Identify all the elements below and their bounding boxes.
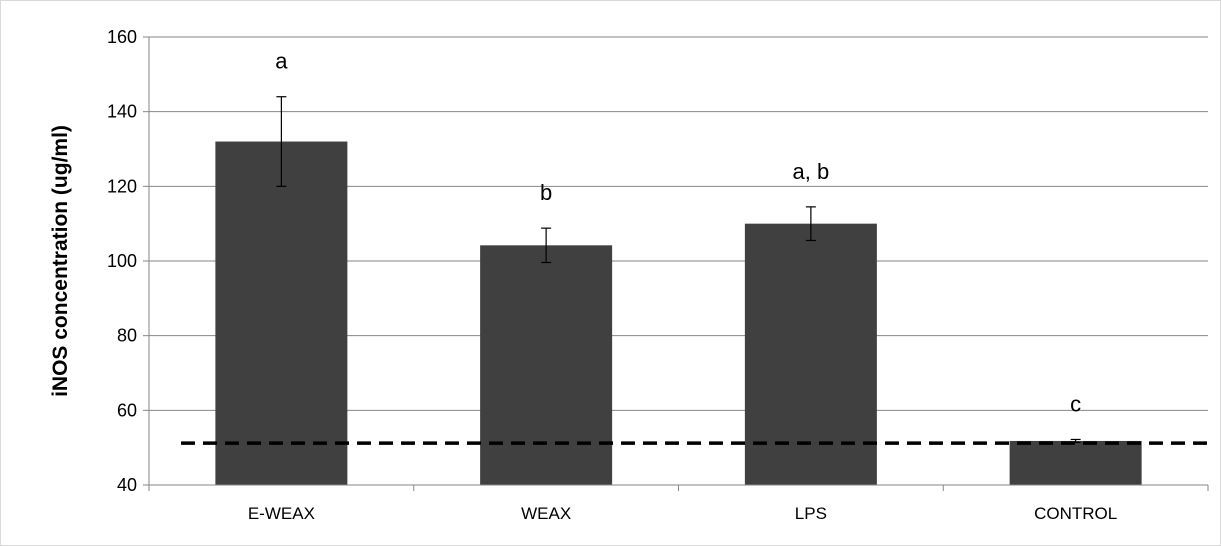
bar	[1009, 440, 1142, 485]
labels: 40 60 80 100 120 140 160 E-WEAX a WEAX b LPS a, b CON…	[107, 27, 1117, 523]
error-bars	[276, 96, 1081, 444]
significance-label: a	[275, 49, 288, 74]
axes	[143, 36, 1209, 491]
y-tick-label: 60	[117, 400, 137, 420]
x-tick-label: WEAX	[521, 504, 571, 523]
y-tick-label: 80	[117, 326, 137, 346]
bar	[480, 245, 613, 485]
y-tick-label: 120	[107, 176, 137, 196]
y-tick-label: 140	[107, 102, 137, 122]
y-tick-label: 100	[107, 251, 137, 271]
x-tick-label: CONTROL	[1034, 504, 1117, 523]
bar	[744, 223, 877, 485]
y-tick-label: 40	[117, 475, 137, 495]
x-tick-label: LPS	[795, 504, 827, 523]
y-tick-label: 160	[107, 27, 137, 47]
x-tick-label: E-WEAX	[248, 504, 315, 523]
y-axis-title: iNOS concentration (ug/ml)	[49, 125, 72, 397]
bar	[215, 141, 348, 486]
significance-label: a, b	[793, 159, 830, 184]
bars	[215, 141, 1142, 486]
significance-label: c	[1070, 391, 1081, 416]
significance-label: b	[540, 180, 552, 205]
